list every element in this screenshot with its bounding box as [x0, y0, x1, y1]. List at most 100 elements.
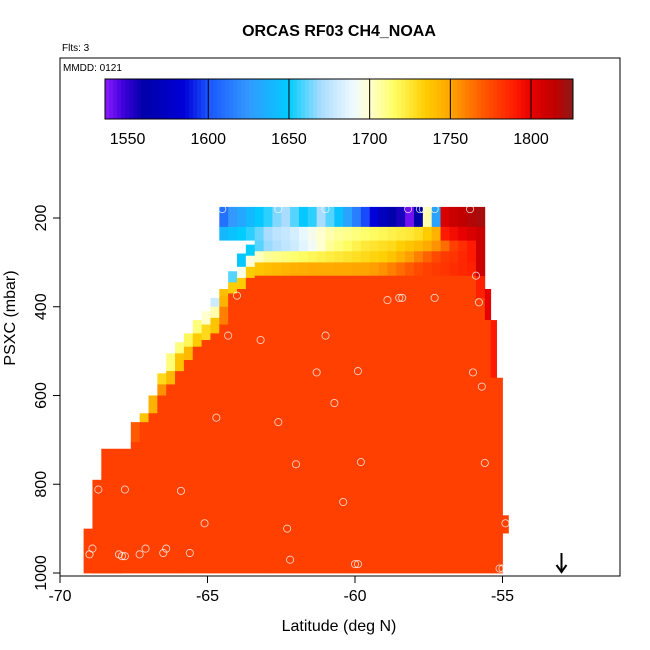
colorbar-swatch — [457, 79, 462, 119]
colorbar-swatch — [121, 79, 126, 119]
heatmap-cell — [237, 206, 247, 228]
heatmap-cell — [467, 275, 477, 574]
heatmap-cell — [343, 262, 353, 277]
heatmap-cell — [334, 275, 344, 574]
heatmap-cell — [316, 226, 326, 241]
heatmap-cell — [458, 206, 468, 228]
heatmap-cell — [352, 262, 362, 277]
data-marker — [330, 398, 339, 408]
heatmap-cell — [431, 251, 441, 263]
heatmap-cell — [228, 282, 238, 294]
colorbar-frame — [104, 78, 574, 120]
heatmap-cell — [316, 275, 326, 574]
heatmap-cell — [387, 206, 397, 228]
heatmap-cell — [343, 206, 353, 228]
data-marker — [120, 552, 129, 561]
data-marker — [404, 205, 413, 214]
colorbar-swatch — [517, 79, 522, 119]
heatmap-cell — [334, 226, 344, 241]
heatmap-cell — [334, 206, 344, 228]
data-marker — [176, 486, 185, 495]
heatmap-cell — [325, 251, 335, 263]
colorbar-swatch — [469, 79, 474, 119]
heatmap-cell — [414, 206, 424, 228]
colorbar-swatch — [145, 79, 150, 119]
heatmap-cell — [245, 206, 256, 228]
data-marker — [353, 367, 363, 376]
heatmap-cell — [387, 251, 397, 263]
colorbar-swatch — [565, 79, 570, 119]
heatmap-cell — [290, 226, 300, 241]
colorbar-tick-label: 1600 — [190, 131, 226, 148]
colorbar-swatch — [489, 79, 494, 119]
data-marker — [395, 293, 404, 302]
heatmap-cell — [467, 226, 477, 241]
heatmap-cell — [414, 251, 424, 263]
heatmap-cell — [458, 226, 468, 241]
heatmap-cell — [298, 275, 309, 574]
colorbar-swatch — [257, 79, 262, 119]
heatmap-cell — [263, 226, 273, 241]
heatmap-cell — [281, 240, 291, 252]
heatmap-cell — [254, 206, 264, 228]
heatmap-cell — [343, 240, 353, 252]
data-marker — [430, 205, 439, 214]
heatmap-cell — [166, 384, 176, 574]
heatmap-cell — [352, 251, 362, 263]
heatmap-cell — [396, 262, 406, 277]
heatmap-cell — [467, 206, 477, 228]
heatmap-cell — [219, 295, 229, 308]
heatmap-cell — [360, 251, 371, 263]
colorbar-ticks: 1550 1600 1650 1700 1750 1800 — [110, 79, 549, 148]
colorbar-swatch — [313, 79, 318, 119]
colorbar-swatch — [365, 79, 370, 119]
data-marker — [135, 550, 144, 559]
heatmap-cell — [422, 275, 433, 574]
colorbar-swatch — [229, 79, 234, 119]
heatmap-cell — [396, 240, 406, 252]
colorbar-swatch — [341, 79, 346, 119]
data-marker — [356, 458, 365, 467]
heatmap-cell — [272, 262, 282, 277]
colorbar-swatch — [253, 79, 258, 119]
heatmap-cell — [440, 206, 450, 228]
heatmap-cell — [298, 262, 309, 277]
x-tick-label: -70 — [48, 588, 71, 605]
heatmap-cell — [245, 244, 256, 257]
colorbar-swatch — [237, 79, 242, 119]
heatmap-cell — [405, 240, 415, 252]
colorbar-swatch — [421, 79, 426, 119]
heatmap-cell — [369, 226, 379, 241]
heatmap-cell — [201, 324, 211, 341]
colorbar-swatch — [453, 79, 458, 119]
colorbar-swatch — [509, 79, 514, 119]
colorbar-swatch — [321, 79, 326, 119]
heatmap-cell — [281, 226, 291, 241]
colorbar-swatch — [261, 79, 266, 119]
colorbar-swatch — [213, 79, 218, 119]
heatmap-cell — [352, 206, 362, 228]
arrow-head — [555, 564, 568, 574]
heatmap-cell — [290, 275, 300, 574]
colorbar-swatch — [249, 79, 254, 119]
colorbar-swatch — [377, 79, 382, 119]
colorbar-swatch — [245, 79, 250, 119]
data-marker — [498, 564, 507, 573]
colorbar-tick-label: 1750 — [433, 131, 469, 148]
heatmap-cell — [449, 240, 459, 252]
heatmap-cell — [219, 289, 229, 297]
heatmap-cell — [175, 353, 185, 372]
colorbar-swatch — [465, 79, 470, 119]
heatmap-cell — [228, 293, 238, 574]
heatmap-cell — [405, 275, 415, 574]
heatmap-cell — [475, 297, 486, 574]
data-markers — [85, 205, 510, 573]
heatmap-cell — [467, 251, 477, 263]
heatmap-cell — [166, 353, 176, 372]
heatmap-cell — [422, 251, 433, 263]
heatmap-cell — [263, 275, 273, 574]
heatmap-cell — [298, 240, 309, 252]
colorbar-swatch — [561, 79, 566, 119]
colorbar-swatch — [177, 79, 182, 119]
heatmap-cell — [254, 251, 264, 263]
